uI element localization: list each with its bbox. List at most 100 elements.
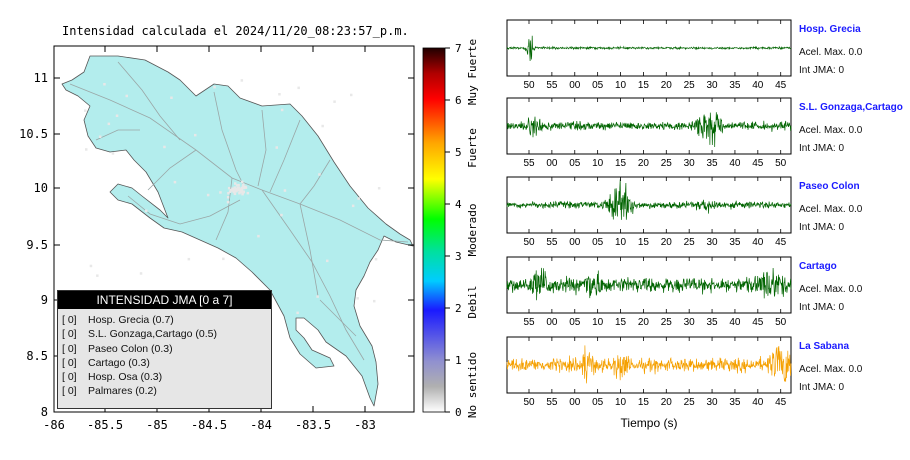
seismogram-tick-label: 20 xyxy=(661,237,673,248)
legend-level: [ 0] xyxy=(62,328,77,341)
colorbar-gradient xyxy=(422,47,446,413)
map-title: Intensidad calculada el 2024/11/20_08:23… xyxy=(62,24,409,38)
seismogram-tick-label: 10 xyxy=(615,80,627,91)
legend-level: [ 0] xyxy=(62,385,77,398)
seismogram-frame xyxy=(506,97,792,155)
legend-list: [ 0] Hosp. Grecia (0.7) [ 0] S.L. Gonzaga,C… xyxy=(58,309,271,399)
town-marker xyxy=(321,124,324,128)
seismogram-trace xyxy=(506,267,792,301)
town-marker xyxy=(234,182,237,185)
seismogram-tick-label: 10 xyxy=(592,317,604,328)
station-name: Hosp. Grecia xyxy=(799,24,861,35)
seismogram-tick-label: 15 xyxy=(615,158,627,169)
road-line xyxy=(269,119,301,193)
station-name: Cartago xyxy=(799,261,837,272)
town-marker xyxy=(111,152,115,155)
seismogram-tick-label: 45 xyxy=(775,80,787,91)
seismogram-tick-label: 40 xyxy=(729,317,741,328)
seismogram-tick-label: 20 xyxy=(661,397,673,408)
legend-level: [ 0] xyxy=(62,314,77,326)
seismogram-tick-label: 05 xyxy=(592,80,604,91)
road-line xyxy=(299,203,319,297)
road-line xyxy=(319,299,357,337)
seismogram-tick-label: 55 xyxy=(546,80,558,91)
seismogram-tick-label: 00 xyxy=(569,397,581,408)
map-y-tick-label: 10 xyxy=(34,181,48,195)
road-network xyxy=(69,61,409,361)
town-marker xyxy=(231,187,234,190)
seismogram-tick-label: 25 xyxy=(684,237,696,248)
seismogram-tick-label: 30 xyxy=(706,80,718,91)
colorbar-tick-label: 4 xyxy=(455,198,462,211)
seismogram-tick-label: 45 xyxy=(775,237,787,248)
town-marker xyxy=(228,190,232,193)
legend-row: [ 0] Cartago (0.3) xyxy=(62,356,271,370)
colorbar-category-label: Muy Fuerte xyxy=(466,39,479,105)
town-marker xyxy=(235,184,239,187)
town-marker xyxy=(170,96,173,99)
seismogram-tick-label: 30 xyxy=(684,317,696,328)
town-marker xyxy=(103,83,106,86)
station-intensity: Int JMA: 0 xyxy=(799,222,845,233)
map-y-tick-label: 10.5 xyxy=(19,127,48,141)
legend-station: S.L. Gonzaga,Cartago (0.5) xyxy=(88,328,217,341)
road-line xyxy=(213,91,245,187)
town-marker xyxy=(231,189,234,192)
town-marker xyxy=(115,114,119,117)
seismogram-tick-label: 40 xyxy=(729,158,741,169)
legend-station: Hosp. Osa (0.3) xyxy=(88,371,163,384)
station-name: S.L. Gonzaga,Cartago xyxy=(799,102,903,113)
town-marker xyxy=(194,133,197,137)
map-x-tick-label: -86 xyxy=(43,418,65,432)
legend-row: [ 0] Hosp. Osa (0.3) xyxy=(62,370,271,384)
seismogram-tick-label: 55 xyxy=(523,158,535,169)
town-marker xyxy=(241,192,244,196)
station-intensity: Int JMA: 0 xyxy=(799,302,845,313)
map-y-tick-label: 8.5 xyxy=(26,349,48,363)
intensity-legend: INTENSIDAD JMA [0 a 7] [ 0] Hosp. Grecia … xyxy=(57,290,272,409)
seismogram-tick-label: 55 xyxy=(523,317,535,328)
map-y-tick-label: 9 xyxy=(41,293,48,307)
town-marker xyxy=(227,186,231,190)
road-line xyxy=(261,189,409,243)
seismogram-tick-label: 50 xyxy=(523,80,535,91)
seismogram-panel: 50 55 00 05 10 15 20 25 30 35 40 45 xyxy=(506,19,792,91)
map-axes: -86 -85.5 -85 -84.5 -84 -83.5 -83 11 10.5 10 9.5 9 8… xyxy=(19,46,414,432)
seismogram-tick-label: 15 xyxy=(638,237,650,248)
town-marker xyxy=(316,295,319,298)
colorbar-category-label: Moderado xyxy=(466,204,479,257)
seismogram-panel: 55 00 05 10 15 20 25 30 35 40 45 50 xyxy=(506,256,792,328)
seismogram-tick-label: 20 xyxy=(661,80,673,91)
town-marker xyxy=(280,213,283,217)
town-marker xyxy=(326,259,329,263)
town-marker xyxy=(89,264,93,268)
road-line xyxy=(117,61,181,141)
town-marker xyxy=(275,146,278,149)
map-x-tick-label: -85 xyxy=(146,418,168,432)
seismogram-tick-label: 05 xyxy=(569,317,581,328)
map-y-tick-label: 8 xyxy=(41,405,48,419)
town-marker xyxy=(237,183,240,187)
town-marker xyxy=(241,180,244,184)
town-markers xyxy=(84,79,381,358)
seismogram-tick-label: 25 xyxy=(661,158,673,169)
town-marker xyxy=(239,190,243,194)
legend-level: [ 0] xyxy=(62,356,77,369)
seismogram-tick-label: 00 xyxy=(569,80,581,91)
map-x-tick-label: -85.5 xyxy=(87,418,123,432)
town-marker xyxy=(226,200,230,204)
costa-rica-land xyxy=(61,55,414,407)
colorbar-tick-label: 0 xyxy=(455,406,462,419)
seismogram-tick-label: 15 xyxy=(638,80,650,91)
seismogram-panel: 50 55 00 05 10 15 20 25 30 35 40 45 xyxy=(506,336,792,408)
town-marker xyxy=(297,86,300,90)
town-marker xyxy=(233,192,237,196)
seismogram-panel: 55 00 05 10 15 20 25 30 35 40 45 50 xyxy=(506,97,792,169)
seismogram-tick-label: 50 xyxy=(775,317,787,328)
station-name: Paseo Colon xyxy=(799,181,860,192)
seismogram-tick-label: 15 xyxy=(615,317,627,328)
station-accel: Acel. Max. 0.0 xyxy=(799,125,863,136)
seismogram-tick-label: 55 xyxy=(546,237,558,248)
town-marker xyxy=(296,311,299,315)
